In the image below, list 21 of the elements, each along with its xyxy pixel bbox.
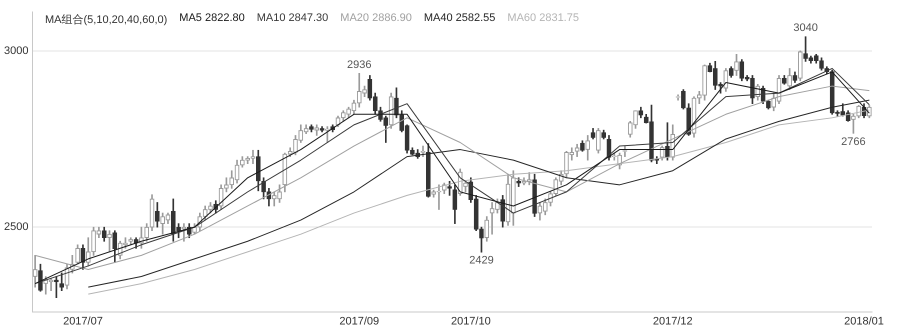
x-tick-label: 2017/07 xyxy=(63,315,103,328)
candlestick xyxy=(447,180,452,196)
text: MA5 2822.80 xyxy=(179,12,245,26)
candlestick xyxy=(622,146,628,157)
y-tick-label: 3000 xyxy=(4,44,28,57)
candlestick xyxy=(676,94,680,101)
legend-title: MA组合(5,10,20,40,60,0) xyxy=(45,13,168,27)
x-tick-label: 2017/10 xyxy=(450,315,491,328)
text: MA40 2582.55 xyxy=(424,12,496,26)
x-tick-label: 2017/09 xyxy=(339,315,380,328)
text: MA10 2847.30 xyxy=(256,12,328,26)
annotation: 3040 xyxy=(793,22,818,34)
y-tick-label: 2500 xyxy=(4,221,28,234)
text: MA60 2831.75 xyxy=(507,12,579,26)
annotation: 2936 xyxy=(347,58,372,71)
x-tick-label: 2018/01 xyxy=(844,315,884,328)
candlestick xyxy=(107,230,112,252)
annotation: 2429 xyxy=(469,254,494,267)
x-tick-label: 2017/12 xyxy=(652,315,693,328)
text: MA20 2886.90 xyxy=(340,12,412,26)
annotation: 2766 xyxy=(841,136,866,148)
